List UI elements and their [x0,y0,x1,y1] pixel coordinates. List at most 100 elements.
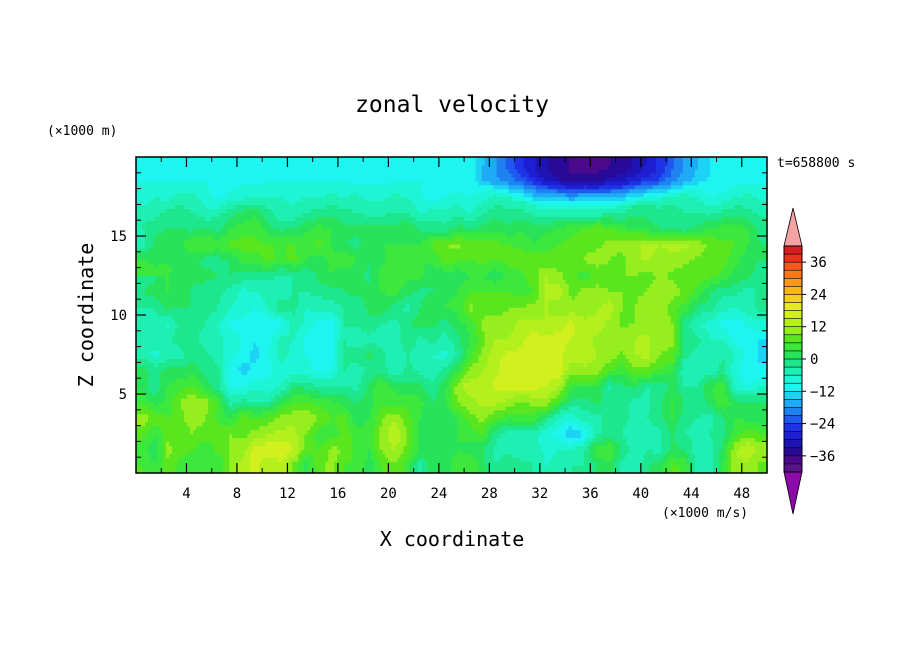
heatmap-cell [343,386,347,391]
heatmap-cell [292,429,296,435]
heatmap-cell [208,449,212,454]
heatmap-cell [445,401,450,407]
heatmap-cell [556,429,561,435]
heatmap-cell [496,465,501,470]
heatmap-cell [691,390,696,395]
heatmap-cell [430,405,435,411]
heatmap-cell [478,405,483,411]
heatmap-cell [604,394,609,399]
heatmap-cell [340,437,344,442]
heatmap-cell [490,394,495,399]
heatmap-cell [520,425,525,431]
heatmap-cell [523,378,528,383]
heatmap-cell [442,465,447,470]
heatmap-cell [727,397,732,403]
heatmap-cell [274,453,278,458]
heatmap-cell [379,405,383,411]
heatmap-cell [457,433,462,439]
heatmap-cell [211,453,215,458]
heatmap-cell [199,465,203,470]
heatmap-cell [574,437,579,442]
heatmap-cell [298,437,302,442]
heatmap-cell [553,445,558,450]
heatmap-cell [667,465,672,470]
heatmap-cell [319,386,323,391]
heatmap-cell [499,390,504,395]
heatmap-cell [454,413,459,419]
heatmap-cell [706,386,711,391]
time-label: t=658800 s [777,156,855,171]
heatmap-cell [757,421,762,427]
heatmap-cell [520,453,525,458]
heatmap-cell [283,465,287,470]
heatmap-cell [631,382,636,387]
heatmap-cell [421,386,426,391]
heatmap-cell [208,394,212,399]
heatmap-cell [427,465,432,470]
heatmap-cell [379,401,383,407]
heatmap-cell [175,409,179,415]
heatmap-cell [463,401,468,407]
heatmap-cell [289,469,293,474]
heatmap-cell [688,445,693,450]
heatmap-cell [418,409,423,415]
heatmap-cell [748,453,753,458]
heatmap-cell [334,413,338,419]
heatmap-cell [427,429,432,435]
heatmap-cell [229,469,233,474]
heatmap-cell [229,421,233,427]
heatmap-cell [319,469,323,474]
heatmap-cell [496,409,501,415]
heatmap-cell [745,453,750,458]
heatmap-cell [721,413,726,419]
heatmap-cell [706,457,711,462]
heatmap-cell [151,425,155,431]
heatmap-cell [139,469,143,474]
heatmap-cell [580,465,585,470]
heatmap-cell [373,417,377,423]
heatmap-cell [298,429,302,435]
heatmap-cell [349,429,353,435]
heatmap-cell [376,437,380,442]
heatmap-cell [601,461,606,466]
heatmap-cell [580,445,585,450]
heatmap-cell [544,390,549,395]
heatmap-cell [151,382,155,387]
heatmap-cell [607,445,612,450]
heatmap-cell [685,382,690,387]
heatmap-cell [646,409,651,415]
heatmap-cell [376,441,380,446]
heatmap-cell [232,425,236,431]
heatmap-cell [760,429,765,435]
heatmap-cell [265,378,269,383]
heatmap-cell [193,433,197,439]
heatmap-cell [313,421,317,427]
heatmap-cell [202,457,206,462]
heatmap-cell [694,457,699,462]
heatmap-cell [349,386,353,391]
heatmap-cell [346,461,350,466]
heatmap-cell [757,401,762,407]
heatmap-cell [310,469,314,474]
heatmap-cell [661,465,666,470]
heatmap-cell [199,405,203,411]
heatmap-cell [178,409,182,415]
heatmap-cell [703,405,708,411]
heatmap-cell [370,417,374,423]
heatmap-cell [340,425,344,431]
heatmap-cell [175,397,179,403]
heatmap-cell [640,409,645,415]
heatmap-cell [346,390,350,395]
heatmap-cell [337,437,341,442]
heatmap-cell [505,390,510,395]
heatmap-cell [481,397,486,403]
heatmap-cell [298,433,302,439]
heatmap-cell [520,382,525,387]
heatmap-cell [400,405,405,411]
heatmap-cell [595,401,600,407]
heatmap-cell [736,445,741,450]
heatmap-cell [343,405,347,411]
heatmap-cell [484,409,489,415]
heatmap-cell [409,437,414,442]
heatmap-cell [448,378,453,383]
